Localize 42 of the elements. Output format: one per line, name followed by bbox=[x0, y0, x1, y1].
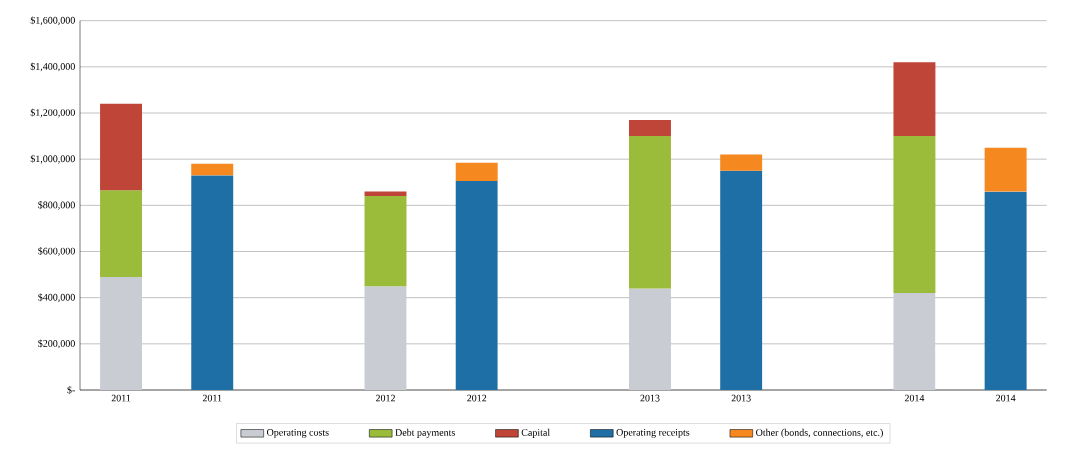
bar bbox=[629, 119, 671, 137]
bar bbox=[893, 136, 936, 294]
legend-label: Operating costs bbox=[267, 429, 329, 438]
bar bbox=[364, 191, 407, 197]
x-tick-label: 2011 bbox=[111, 394, 131, 402]
y-tick-label: $1,600,000 bbox=[30, 16, 75, 26]
bar bbox=[984, 191, 1027, 390]
x-tick-label: 2014 bbox=[904, 394, 925, 402]
x-tick-label: 2013 bbox=[731, 394, 751, 402]
bar bbox=[100, 103, 143, 191]
x-tick-label: 2012 bbox=[375, 394, 395, 402]
bar bbox=[893, 62, 936, 137]
bar bbox=[364, 286, 407, 390]
bar bbox=[893, 293, 936, 390]
bar bbox=[629, 136, 671, 289]
bar bbox=[629, 288, 671, 390]
x-tick-label: 2012 bbox=[467, 394, 487, 402]
y-tick-label: $200,000 bbox=[38, 339, 75, 349]
bar bbox=[720, 170, 763, 390]
y-tick-label: $800,000 bbox=[38, 200, 75, 210]
bar bbox=[100, 190, 143, 277]
bar bbox=[455, 162, 498, 182]
legend-label: Other (bonds, connections, etc.) bbox=[756, 428, 883, 438]
y-tick-label: $400,000 bbox=[38, 293, 75, 303]
x-tick-label: 2014 bbox=[996, 394, 1016, 402]
bar bbox=[191, 175, 234, 390]
bar bbox=[191, 163, 234, 176]
bar bbox=[455, 181, 498, 390]
bar bbox=[984, 147, 1027, 192]
x-tick-label: 2013 bbox=[640, 394, 660, 402]
y-tick-label: $1,200,000 bbox=[30, 108, 75, 118]
y-tick-label: $600,000 bbox=[38, 247, 75, 256]
y-tick-label: $- bbox=[67, 386, 75, 394]
y-tick-label: $1,000,000 bbox=[30, 154, 75, 164]
legend-label: Operating receipts bbox=[616, 429, 690, 438]
bar bbox=[720, 154, 763, 171]
x-tick-label: 2011 bbox=[202, 394, 222, 402]
bar bbox=[364, 196, 407, 287]
bar bbox=[100, 276, 143, 390]
legend-label: Capital bbox=[521, 428, 550, 438]
y-tick-label: $1,400,000 bbox=[30, 62, 75, 72]
legend-label: Debt payments bbox=[395, 428, 455, 438]
